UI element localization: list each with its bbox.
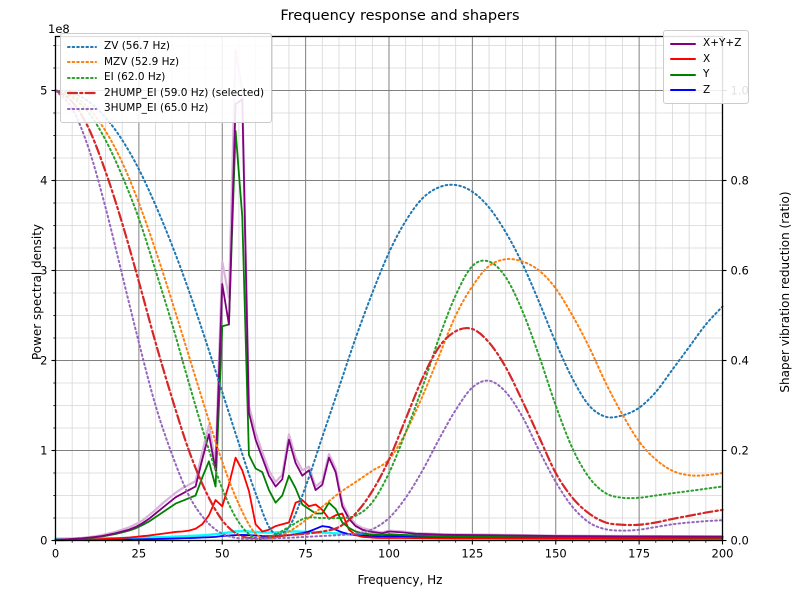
y-tick-label-right: 0.6 [731,264,749,278]
legend-item-ei[interactable]: EI (62.0 Hz) [67,70,264,86]
psd-series-group [54,48,724,542]
x-tick-label: 50 [215,547,230,561]
legend-item-mzv[interactable]: MZV (52.9 Hz) [67,55,264,71]
legend-axes[interactable]: X+Y+Z X Y Z [663,30,750,104]
legend-label: 2HUMP_EI (59.0 Hz) (selected) [104,86,265,99]
legend-item-2hump_ei[interactable]: 2HUMP_EI (59.0 Hz) (selected) [67,86,264,102]
x-tick-label: 0 [52,547,59,561]
x-tick-label: 200 [712,547,734,561]
legend-label: Y [703,68,710,80]
legend-label: Z [703,83,711,96]
y-tick-label-right: 0.0 [731,534,749,548]
legend-item-x[interactable]: X [670,52,741,68]
legend-item-zv[interactable]: ZV (56.7 Hz) [67,39,264,55]
legend-swatch-y-icon [670,70,696,80]
legend-swatch-zv-icon [67,42,97,52]
legend-item-y[interactable]: Y [670,67,741,83]
legend-label: EI (62.0 Hz) [104,71,166,83]
y-tick-label-left: 4 [40,174,47,188]
axis-ticks: 0 25 50 75 100 125 150 175 200 0 1 2 3 4 5 0.0 0.2 0.4 0.6… [40,45,749,561]
legend-swatch-x-y-z-icon [670,39,696,49]
legend-label: ZV (56.7 Hz) [104,40,171,52]
shaper-line-zv [54,89,724,536]
legend-item-x-y-z[interactable]: X+Y+Z [670,36,741,52]
legend-label: MZV (52.9 Hz) [104,55,180,68]
x-axis-label: Frequency, Hz [357,573,443,587]
legend-swatch-ei-icon [67,73,97,83]
page-title: Frequency response and shapers [280,8,520,24]
legend-shapers[interactable]: ZV (56.7 Hz) MZV (52.9 Hz) EI (62.0 Hz) 2HU… [60,33,273,123]
legend-item-z[interactable]: Z [670,83,741,99]
x-tick-label: 150 [545,547,567,561]
shaper-series-group [54,89,724,541]
psd-line-x [54,456,724,542]
x-tick-label: 25 [132,547,147,561]
x-tick-label: 125 [461,547,483,561]
legend-item-3hump_ei[interactable]: 3HUMP_EI (65.0 Hz) [67,101,264,117]
y-tick-label-left: 3 [40,264,47,278]
shaper-line-3hump_ei [54,89,724,540]
legend-swatch-mzv-icon [67,57,97,67]
y-tick-label-left: 5 [40,84,47,98]
y-tick-label-left: 0 [40,534,47,548]
legend-swatch-x-icon [670,54,696,64]
legend-swatch-2hump_ei-icon [67,88,97,98]
y-tick-label-left: 2 [40,354,47,368]
legend-label: X+Y+Z [703,37,742,49]
legend-swatch-3hump_ei-icon [67,104,97,114]
y-tick-label-right: 0.8 [731,174,749,188]
legend-swatch-z-icon [670,85,696,95]
shaper-line-ei [54,89,724,541]
shaper-line-2hump_ei [54,89,724,540]
y-axis-offset-label: 1e8 [48,22,70,36]
x-tick-label: 175 [628,547,650,561]
x-tick-label: 100 [378,547,400,561]
y-tick-label-right: 0.2 [731,444,749,458]
x-tick-label: 75 [298,547,313,561]
y-tick-label-left: 1 [40,444,47,458]
legend-label: 3HUMP_EI (65.0 Hz) [104,102,209,114]
y-tick-label-right: 0.4 [731,354,749,368]
psd-line-x-y-z [54,98,724,541]
legend-label: X [703,52,711,65]
